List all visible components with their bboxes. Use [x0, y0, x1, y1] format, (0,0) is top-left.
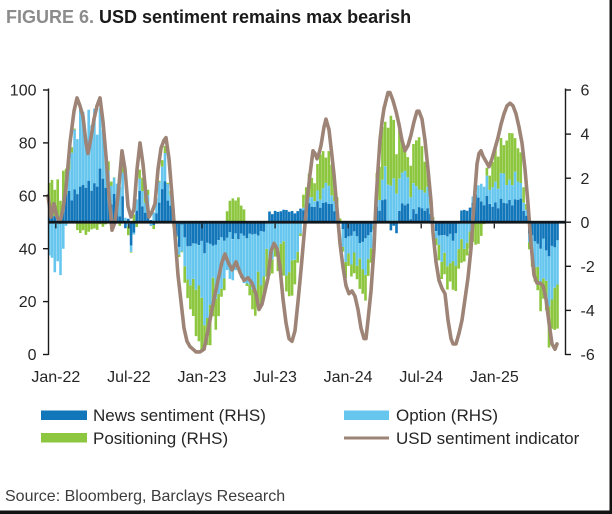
- svg-text:20: 20: [19, 294, 37, 311]
- svg-text:Jan-25: Jan-25: [470, 369, 519, 386]
- svg-text:Option (RHS): Option (RHS): [396, 406, 498, 425]
- svg-text:60: 60: [19, 188, 37, 205]
- svg-text:40: 40: [19, 241, 37, 258]
- svg-text:News sentiment (RHS): News sentiment (RHS): [93, 406, 266, 425]
- svg-text:Positioning (RHS): Positioning (RHS): [93, 429, 228, 448]
- svg-text:4: 4: [581, 127, 590, 144]
- svg-text:FIGURE 6. USD sentiment remain: FIGURE 6. USD sentiment remains max bear…: [6, 7, 411, 27]
- svg-text:Jul-22: Jul-22: [107, 369, 151, 386]
- svg-text:-2: -2: [581, 259, 595, 276]
- svg-text:2: 2: [581, 171, 590, 188]
- svg-text:-6: -6: [581, 347, 595, 364]
- svg-text:80: 80: [19, 136, 37, 153]
- svg-text:100: 100: [10, 83, 37, 100]
- svg-text:Jul-23: Jul-23: [253, 369, 297, 386]
- svg-text:0: 0: [581, 215, 590, 232]
- svg-text:0: 0: [28, 347, 37, 364]
- svg-text:USD sentiment indicator: USD sentiment indicator: [396, 429, 580, 448]
- svg-text:-4: -4: [581, 303, 595, 320]
- svg-text:Jul-24: Jul-24: [399, 369, 443, 386]
- svg-text:6: 6: [581, 83, 590, 100]
- svg-text:Jan-23: Jan-23: [178, 369, 227, 386]
- svg-text:Jan-22: Jan-22: [31, 369, 80, 386]
- svg-text:Source: Bloomberg, Barclays Re: Source: Bloomberg, Barclays Research: [5, 488, 285, 505]
- svg-text:Jan-24: Jan-24: [324, 369, 373, 386]
